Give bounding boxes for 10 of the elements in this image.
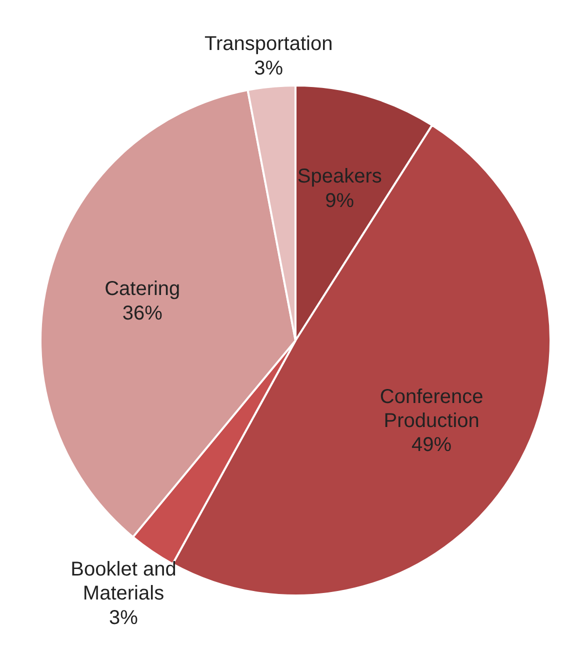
data-label: 49% bbox=[412, 434, 452, 456]
slice-label: Catering bbox=[104, 278, 180, 300]
data-label: 36% bbox=[122, 302, 163, 324]
slice-label: Conference Production bbox=[380, 386, 484, 432]
slice-label: Transportation bbox=[204, 33, 333, 56]
data-label: 3% bbox=[109, 606, 138, 629]
data-label: 9% bbox=[325, 190, 354, 212]
slice-label: Speakers bbox=[297, 166, 382, 188]
data-label: 3% bbox=[254, 57, 284, 80]
slice-label: Booklet and Materials bbox=[70, 558, 176, 605]
